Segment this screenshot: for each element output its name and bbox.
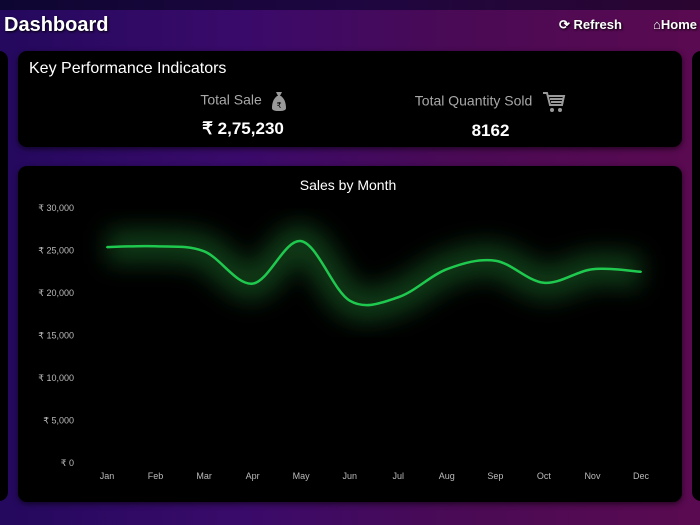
data-point-jun [348, 299, 351, 302]
top-strip [0, 0, 700, 10]
home-icon: ⌂ [653, 17, 661, 32]
x-tick-label: Jul [393, 471, 405, 481]
svg-text:₹: ₹ [276, 101, 281, 110]
kpi-value: 8162 [471, 121, 510, 140]
data-point-dec [640, 270, 642, 273]
x-tick-label: Apr [246, 471, 260, 481]
kpi-title: Key Performance Indicators [29, 60, 227, 77]
refresh-button[interactable]: ⟳ Refresh [559, 17, 622, 33]
data-point-jan [106, 246, 108, 249]
x-tick-label: Aug [439, 471, 455, 481]
x-tick-label: Jun [342, 471, 357, 481]
kpi-value: ₹ 2,75,230 [202, 119, 284, 138]
data-point-sep [494, 259, 497, 262]
data-point-apr [251, 282, 254, 285]
chart-title: Sales by Month [300, 177, 397, 193]
data-point-mar [203, 250, 206, 253]
shopping-cart-icon [543, 92, 566, 112]
y-tick-label: ₹ 0 [61, 458, 74, 468]
money-bag-icon: ₹ [271, 92, 286, 111]
y-tick-label: ₹ 20,000 [38, 288, 74, 298]
refresh-label: Refresh [573, 17, 622, 32]
sales-chart-card: Sales by Month ₹ 0 ₹ 5,000 ₹ 10,000 ₹ 15,00… [18, 166, 682, 502]
y-tick-label: ₹ 30,000 [38, 203, 74, 213]
data-point-may [300, 240, 303, 243]
x-tick-label: Feb [148, 471, 164, 481]
x-tick-label: Oct [537, 471, 552, 481]
kpi-total-quantity: Total Quantity Sold 8162 [403, 91, 578, 141]
kpi-total-sale: Total Sale ₹ ₹ 2,75,230 [178, 91, 308, 139]
y-tick-label: ₹ 25,000 [38, 246, 74, 256]
left-side-panel [0, 51, 8, 501]
series-glow [106, 224, 643, 323]
x-tick-label: May [293, 471, 311, 481]
x-tick-label: Sep [487, 471, 503, 481]
kpi-card: Key Performance Indicators Total Sale ₹ … [18, 51, 682, 147]
y-tick-label: ₹ 10,000 [38, 373, 74, 383]
home-button[interactable]: ⌂Home [653, 17, 697, 32]
data-point-oct [542, 281, 545, 284]
kpi-label: Total Quantity Sold [414, 92, 533, 109]
home-label: Home [660, 17, 697, 32]
kpi-label: Total Sale [200, 91, 262, 108]
refresh-icon: ⟳ [559, 17, 570, 32]
x-tick-label: Mar [196, 471, 212, 481]
y-tick-label: ₹ 15,000 [38, 331, 74, 341]
data-point-feb [154, 245, 157, 248]
right-side-panel [692, 51, 700, 501]
page-title: Dashboard [4, 14, 109, 36]
sales-by-month-chart: Sales by Month ₹ 0 ₹ 5,000 ₹ 10,000 ₹ 15,00… [38, 177, 650, 481]
data-point-jul [397, 296, 400, 299]
y-tick-label: ₹ 5,000 [43, 416, 74, 426]
x-tick-label: Nov [584, 471, 601, 481]
x-tick-label: Dec [633, 471, 650, 481]
data-point-nov [591, 268, 594, 271]
x-tick-label: Jan [100, 471, 115, 481]
data-point-aug [445, 268, 448, 271]
